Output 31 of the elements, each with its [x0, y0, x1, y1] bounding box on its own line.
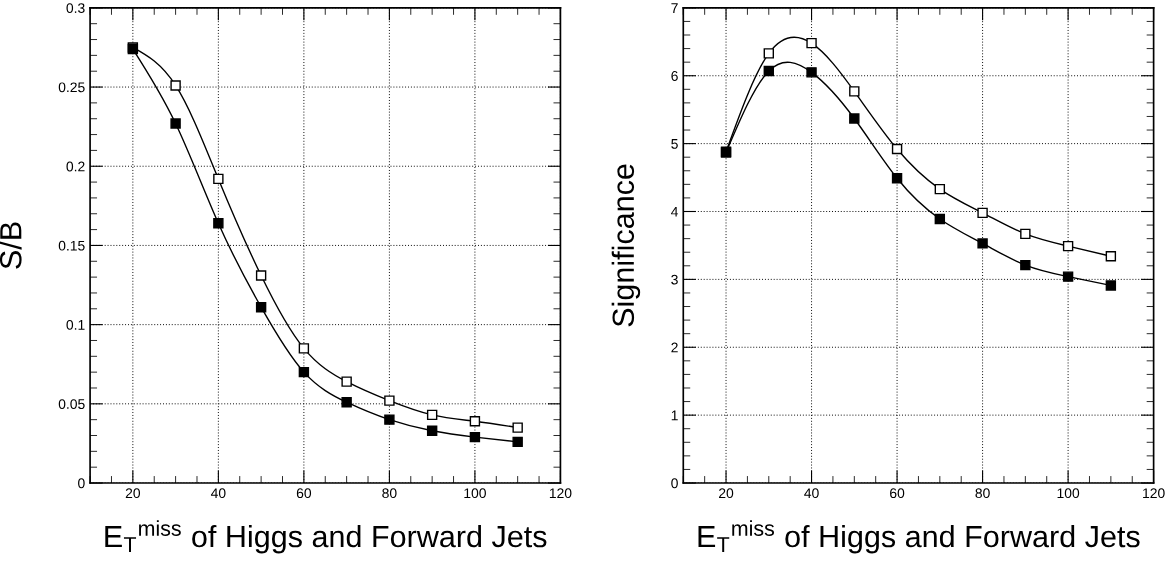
- y-tick-label: 0.05: [58, 399, 85, 409]
- y-axis-title: S/B: [0, 222, 22, 269]
- y-tick-label: 6: [671, 71, 678, 81]
- y-tick-label: 3: [671, 274, 678, 285]
- y-axis-title: Significance: [611, 164, 641, 327]
- y-tick-label: 0.1: [66, 319, 85, 330]
- x-tick-label: 80: [975, 488, 990, 499]
- x-tick-label: 60: [890, 488, 905, 499]
- y-tick-label: 1: [671, 410, 678, 421]
- y-tick-label: 2: [671, 342, 678, 353]
- y-tick-label: 0: [78, 478, 85, 489]
- y-tick-label: 0.25: [58, 82, 85, 93]
- x-tick-label: 20: [719, 488, 734, 499]
- x-tick-label: 20: [125, 488, 141, 499]
- y-tick-label: 0.15: [58, 240, 85, 251]
- y-tick-label: 0: [671, 478, 678, 489]
- x-tick-label: 60: [296, 488, 312, 499]
- y-tick-label: 5: [671, 139, 678, 149]
- y-tick-label: 0.3: [66, 3, 85, 14]
- x-tick-label: 120: [1143, 488, 1165, 499]
- x-axis-title: E$_{T}$$^{miss}$ of Higgs and Forward Jets: [698, 520, 1140, 554]
- x-tick-label: 100: [1057, 488, 1080, 499]
- x-tick-label: 40: [804, 488, 819, 499]
- x-axis-title: E$_{T}$$^{miss}$ of Higgs and Forward Jets: [105, 520, 547, 554]
- y-tick-label: 4: [671, 206, 679, 217]
- x-tick-label: 120: [549, 488, 572, 499]
- y-tick-label: 0.2: [66, 161, 85, 172]
- x-tick-label: 40: [210, 488, 226, 499]
- x-tick-label: 80: [382, 488, 397, 499]
- x-tick-label: 100: [464, 488, 486, 499]
- y-tick-label: 7: [671, 3, 678, 13]
